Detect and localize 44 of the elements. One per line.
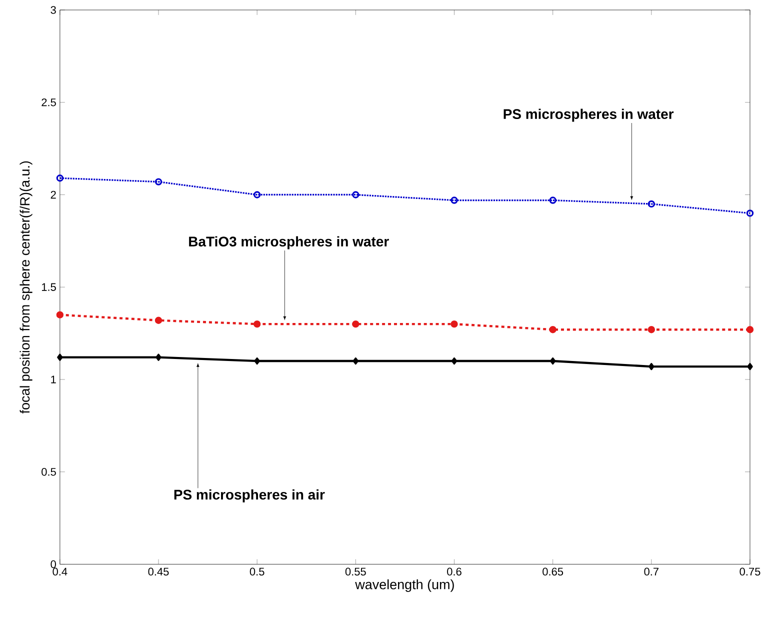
point	[450, 320, 458, 328]
point	[549, 196, 556, 204]
point	[154, 316, 162, 324]
y-tick-label: 2.5	[42, 98, 56, 106]
y-axis-title: focal position from sphere center(f/R)(a.u.)	[20, 161, 32, 414]
annotation: PS microspheres in air	[174, 489, 325, 502]
y-tick-label: 2	[50, 190, 56, 198]
y-tick-label: 1.5	[42, 283, 56, 291]
point	[746, 210, 754, 217]
point	[253, 191, 261, 198]
point	[254, 357, 260, 365]
x-tick-label: 0.55	[345, 568, 366, 576]
point	[648, 362, 654, 370]
point	[451, 357, 458, 365]
y-tick-label: 3	[50, 6, 56, 14]
point	[352, 191, 360, 198]
x-tick-label: 0.4	[52, 568, 68, 576]
point	[253, 320, 261, 328]
point	[746, 326, 754, 334]
point	[550, 357, 556, 365]
point	[648, 326, 656, 334]
x-tick-label: 0.75	[740, 568, 760, 576]
point	[450, 196, 458, 204]
x-tick-label: 0.65	[542, 568, 564, 576]
annotation: PS microspheres in water	[504, 108, 674, 122]
point	[156, 354, 162, 361]
point	[648, 200, 656, 208]
point	[352, 320, 360, 328]
point	[747, 362, 753, 370]
x-tick-label: 0.45	[148, 568, 169, 576]
x-tick-label: 0.7	[644, 568, 658, 576]
x-axis-title: wavelength (um)	[355, 579, 454, 592]
point	[549, 326, 556, 334]
annotation: BaTiO3 microspheres in water	[189, 236, 389, 250]
point	[352, 357, 359, 365]
y-tick-label: 0	[50, 560, 56, 568]
point	[56, 311, 64, 318]
x-tick-label: 0.5	[250, 568, 264, 576]
x-tick-label: 0.6	[447, 568, 462, 576]
point	[154, 178, 162, 186]
y-tick-label: 1	[51, 376, 56, 384]
point	[56, 174, 64, 182]
y-tick-label: 0.5	[42, 468, 56, 476]
point	[57, 354, 63, 361]
